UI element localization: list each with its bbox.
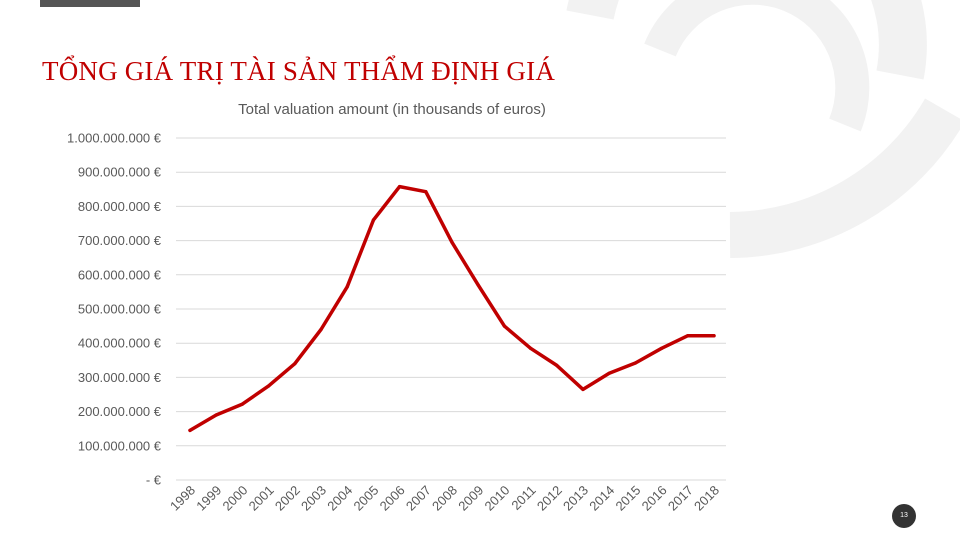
x-tick-label: 2005 <box>350 483 381 514</box>
y-tick-label: 1.000.000.000 € <box>67 131 162 146</box>
data-point <box>502 324 506 328</box>
x-tick-label: 2003 <box>298 483 329 514</box>
data-point <box>633 361 638 365</box>
y-tick-label: 300.000.000 € <box>78 370 162 385</box>
data-point <box>424 190 428 194</box>
line-chart: Total valuation amount (in thousands of … <box>67 101 726 514</box>
data-point <box>214 413 218 417</box>
y-tick-label: 500.000.000 € <box>78 302 162 317</box>
x-axis-tick-labels: 1998199920002001200220032004200520062007… <box>167 483 722 514</box>
y-tick-label: - € <box>146 473 162 488</box>
x-tick-label: 2014 <box>586 483 617 514</box>
y-tick-label: 600.000.000 € <box>78 267 162 282</box>
x-tick-label: 2008 <box>429 483 460 514</box>
y-tick-label: 200.000.000 € <box>78 404 162 419</box>
data-point <box>581 387 585 391</box>
page-number-badge: 13 <box>892 504 916 528</box>
y-axis-tick-labels: 1.000.000.000 € 900.000.000 € 800.000.000 … <box>67 131 162 488</box>
data-point <box>267 384 271 388</box>
y-tick-label: 800.000.000 € <box>78 199 162 214</box>
x-tick-label: 2016 <box>639 483 670 514</box>
x-tick-label: 1999 <box>193 483 224 514</box>
x-tick-label: 2018 <box>691 483 722 514</box>
x-tick-label: 2000 <box>219 483 250 514</box>
data-point <box>529 346 533 350</box>
gridlines <box>176 137 726 481</box>
data-point <box>398 184 402 189</box>
x-tick-label: 2009 <box>455 483 486 514</box>
data-point <box>555 363 559 368</box>
slide-title: TỔNG GIÁ TRỊ TÀI SẢN THẨM ĐỊNH GIÁ <box>42 56 556 86</box>
data-point <box>476 283 480 287</box>
data-point <box>686 334 690 338</box>
x-tick-label: 2012 <box>534 483 565 514</box>
data-point <box>345 285 349 289</box>
data-point <box>371 218 375 222</box>
x-tick-label: 2011 <box>508 483 538 513</box>
y-tick-label: 700.000.000 € <box>78 233 162 248</box>
data-point <box>188 428 192 433</box>
x-tick-label: 2013 <box>560 483 591 514</box>
x-tick-label: 2002 <box>272 483 303 514</box>
swirl-arc-lower <box>729 98 960 258</box>
swirl-arc-middle <box>644 0 870 132</box>
x-tick-label: 1998 <box>167 483 198 514</box>
chart-title: Total valuation amount (in thousands of … <box>238 101 546 118</box>
y-tick-label: 900.000.000 € <box>78 165 162 180</box>
x-tick-label: 2015 <box>612 483 643 514</box>
x-tick-label: 2017 <box>665 483 696 514</box>
y-tick-label: 100.000.000 € <box>78 438 162 453</box>
x-tick-label: 2010 <box>481 483 512 514</box>
x-tick-label: 2001 <box>246 483 277 514</box>
x-tick-label: 2007 <box>403 483 434 514</box>
swirl-arc-upper <box>566 0 927 80</box>
data-point <box>319 327 323 332</box>
data-point <box>660 346 664 350</box>
y-tick-label: 400.000.000 € <box>78 336 162 351</box>
data-point <box>240 402 244 406</box>
data-point <box>293 362 297 366</box>
chart-panel: Total valuation amount (in thousands of … <box>40 93 727 540</box>
data-point <box>607 371 611 375</box>
series-group <box>188 184 716 433</box>
data-point <box>712 334 716 338</box>
data-point <box>450 240 454 244</box>
x-tick-label: 2006 <box>377 483 408 514</box>
top-accent-bar <box>40 0 140 7</box>
x-tick-label: 2004 <box>324 483 355 514</box>
